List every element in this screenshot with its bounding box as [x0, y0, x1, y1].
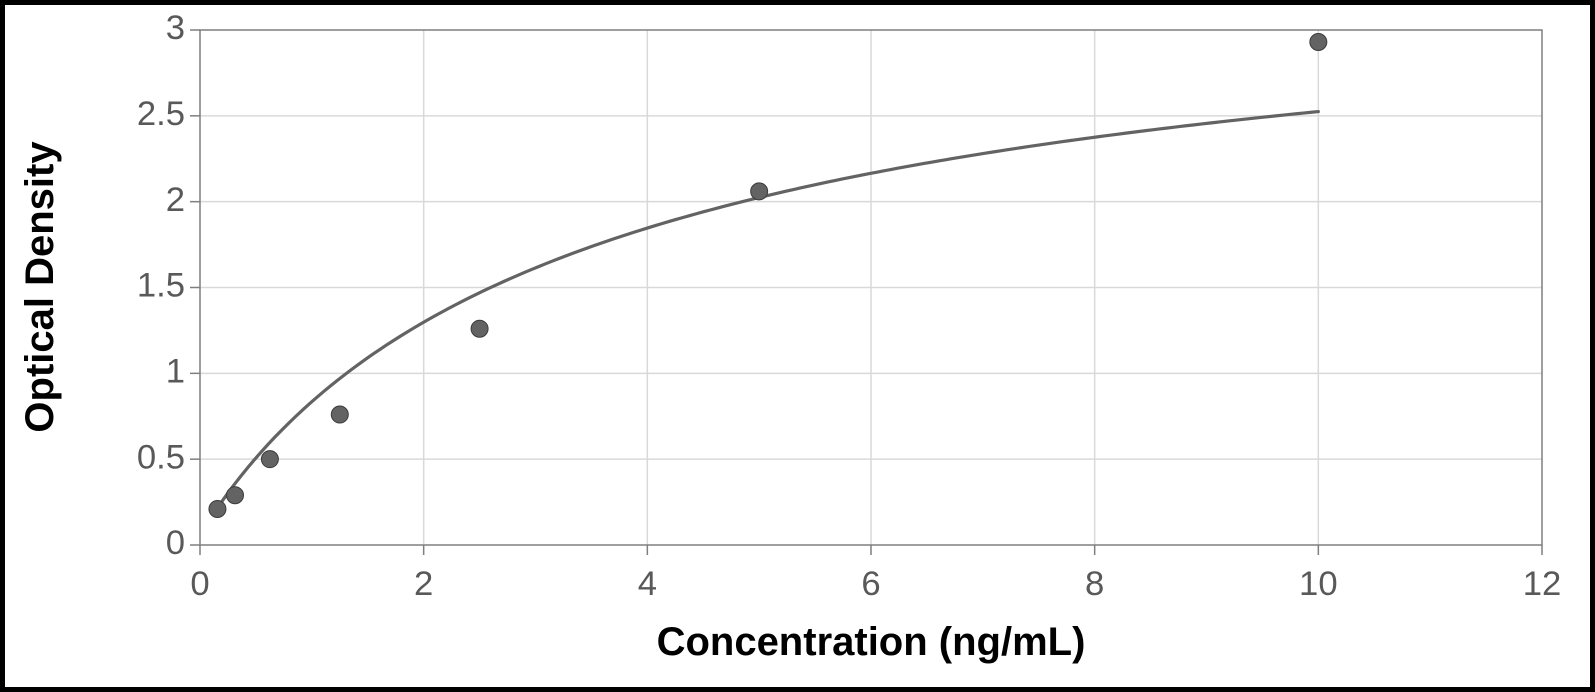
x-tick-label: 10	[1299, 565, 1338, 603]
data-point	[227, 487, 244, 504]
data-point	[471, 320, 488, 337]
chart-svg: 0 2 4 6 8 10 12 0 0.5 1 1.5 2 2.5 3 Optical Density Con…	[5, 5, 1590, 687]
y-tick-label: 3	[166, 9, 185, 47]
y-tick-label: 2.5	[137, 95, 185, 133]
y-tick-label: 2	[166, 181, 185, 219]
data-point	[751, 183, 768, 200]
x-tick-label: 4	[638, 565, 657, 603]
x-tick-label: 8	[1085, 565, 1104, 603]
data-point	[331, 406, 348, 423]
data-point	[209, 500, 226, 517]
x-tick-label: 0	[190, 565, 209, 603]
y-tick-label: 0.5	[137, 438, 185, 476]
data-point	[261, 451, 278, 468]
y-axis-label: Optical Density	[18, 141, 62, 433]
data-point	[1310, 34, 1327, 51]
chart-frame: 0 2 4 6 8 10 12 0 0.5 1 1.5 2 2.5 3 Optical Density Con…	[0, 0, 1595, 692]
fit-curve	[213, 112, 1318, 514]
y-tick-label: 1.5	[137, 267, 185, 305]
x-tick-label: 6	[861, 565, 880, 603]
x-tick-label: 2	[414, 565, 433, 603]
x-axis-label: Concentration (ng/mL)	[657, 620, 1086, 664]
y-tick-label: 0	[166, 524, 185, 562]
y-tick-label: 1	[166, 352, 185, 390]
x-tick-label: 12	[1523, 565, 1562, 603]
